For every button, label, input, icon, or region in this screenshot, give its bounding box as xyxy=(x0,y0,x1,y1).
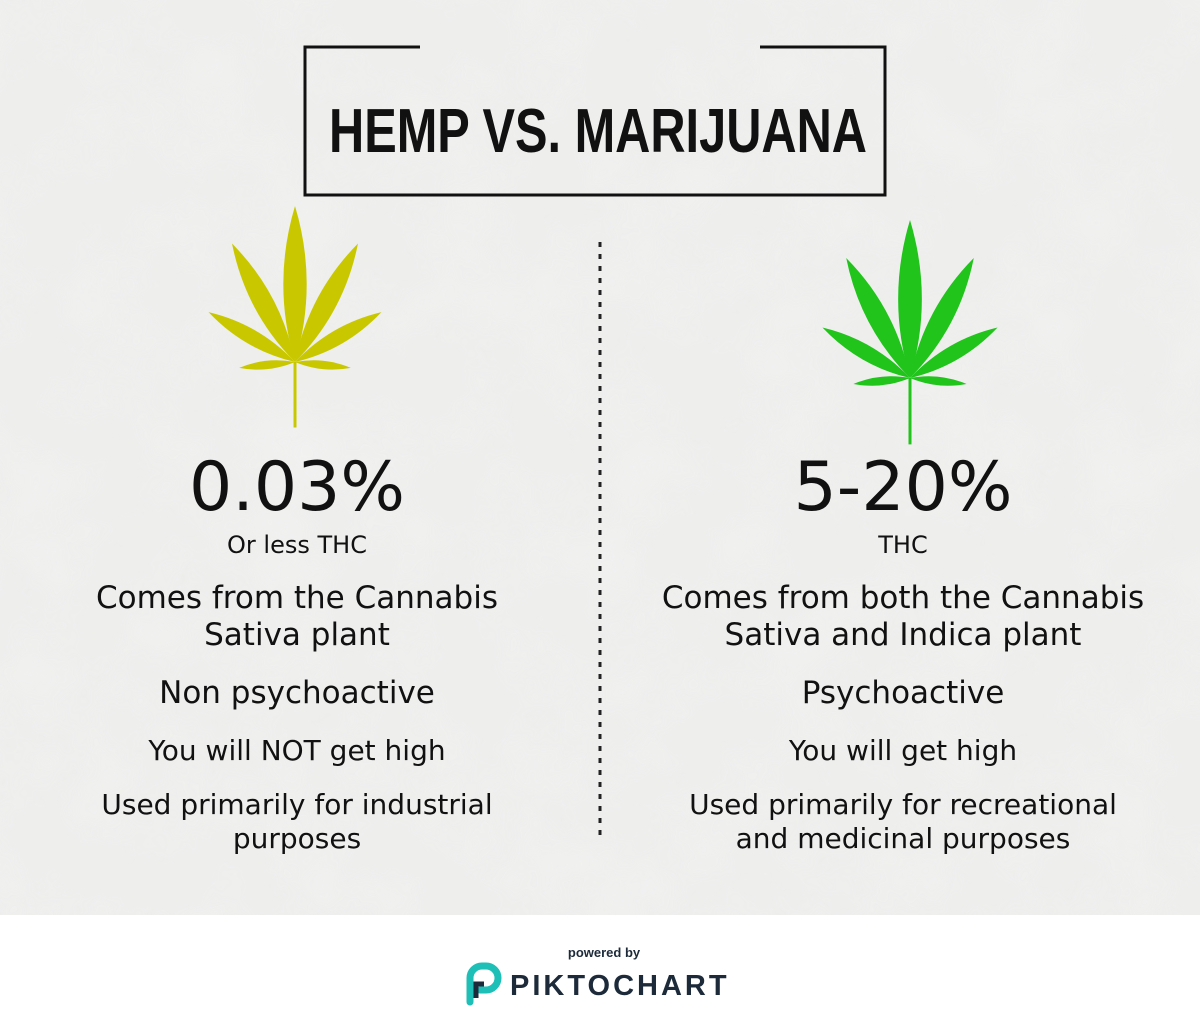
high: You will NOT get high xyxy=(147,734,445,767)
origin-line: Comes from the Cannabis xyxy=(96,580,498,616)
leaflet xyxy=(910,258,974,378)
leaflet xyxy=(822,327,910,378)
high: You will get high xyxy=(788,734,1017,767)
thc-note: Or less THC xyxy=(227,531,367,559)
leaflet xyxy=(295,243,358,362)
leaflet xyxy=(283,206,307,362)
thc-stat: 0.03% xyxy=(189,448,405,527)
use-line: Used primarily for industrial xyxy=(101,788,492,821)
footer-background xyxy=(0,915,1200,1035)
leaflet xyxy=(910,327,998,378)
effect: Psychoactive xyxy=(802,675,1005,711)
brand-logo xyxy=(466,962,502,1006)
leaflet xyxy=(910,376,967,386)
title: HEMP VS. MARIJUANA xyxy=(329,97,867,166)
leaflet xyxy=(208,312,295,362)
leaflet xyxy=(853,376,910,386)
powered-by: powered by xyxy=(568,945,641,960)
effect: Non psychoactive xyxy=(159,675,435,711)
leaf-icons xyxy=(208,206,998,445)
leaf xyxy=(208,206,382,428)
leaflet xyxy=(295,360,351,370)
use-line: Used primarily for recreational xyxy=(689,788,1117,821)
leaflet xyxy=(898,220,922,378)
title-frame xyxy=(303,45,887,197)
use-line: purposes xyxy=(233,822,361,855)
leaflet xyxy=(295,312,382,362)
use-line: and medicinal purposes xyxy=(736,822,1071,855)
origin-line: Sativa plant xyxy=(204,617,390,653)
origin-line: Sativa and Indica plant xyxy=(725,617,1082,653)
leaf xyxy=(822,220,998,445)
thc-stat: 5-20% xyxy=(794,448,1013,527)
leaflet xyxy=(239,360,295,370)
leaflet xyxy=(846,258,910,378)
origin-line: Comes from both the Cannabis xyxy=(662,580,1144,616)
leaflet xyxy=(232,243,295,362)
brand: PIKTOCHART xyxy=(510,970,730,1002)
thc-note: THC xyxy=(877,531,927,559)
